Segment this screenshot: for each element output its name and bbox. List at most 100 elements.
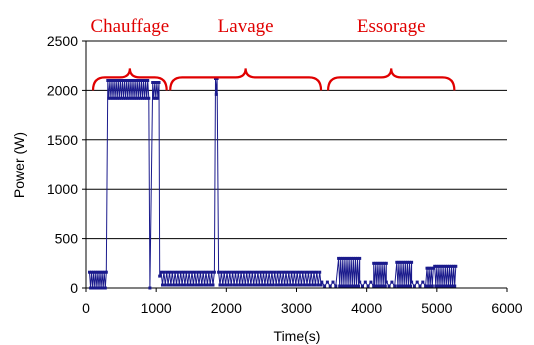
x-tick-label-5000: 5000 xyxy=(421,300,452,316)
data-point xyxy=(309,270,313,274)
data-point xyxy=(198,270,202,274)
data-point xyxy=(342,284,346,288)
data-point xyxy=(91,286,95,290)
data-point xyxy=(127,79,131,82)
series-power xyxy=(88,77,458,290)
data-point xyxy=(103,286,107,290)
data-point xyxy=(95,286,99,290)
data-point xyxy=(129,79,133,82)
data-point xyxy=(349,256,353,260)
data-point xyxy=(274,283,278,287)
data-point xyxy=(176,270,180,274)
data-point xyxy=(313,283,317,287)
data-point xyxy=(443,264,447,268)
data-point xyxy=(429,266,433,270)
data-point xyxy=(351,256,355,260)
data-point xyxy=(291,283,295,287)
data-point xyxy=(122,96,125,100)
data-point xyxy=(148,286,152,290)
data-point xyxy=(114,79,118,82)
data-point xyxy=(323,284,327,288)
data-point xyxy=(328,284,332,288)
data-point xyxy=(396,284,400,288)
data-point xyxy=(142,79,145,82)
data-point xyxy=(383,284,387,288)
data-point xyxy=(252,283,256,287)
data-point xyxy=(197,283,201,287)
data-point xyxy=(217,270,221,274)
data-point xyxy=(281,270,285,274)
data-point xyxy=(294,283,298,287)
data-point xyxy=(377,284,381,288)
data-point xyxy=(350,284,354,288)
data-point xyxy=(170,270,174,274)
x-axis-title: Time(s) xyxy=(274,328,321,344)
data-point xyxy=(134,96,138,100)
data-point xyxy=(200,283,204,287)
data-point xyxy=(380,261,384,265)
data-point xyxy=(205,283,209,287)
data-point xyxy=(93,286,97,290)
data-point xyxy=(306,270,310,274)
x-tick-label-3000: 3000 xyxy=(281,300,312,316)
data-point xyxy=(100,270,104,274)
data-point xyxy=(214,92,218,96)
data-point xyxy=(255,283,258,287)
data-point xyxy=(241,283,244,287)
data-point xyxy=(90,270,94,274)
data-point xyxy=(340,284,344,288)
data-point xyxy=(136,96,140,100)
data-point xyxy=(319,283,323,287)
data-point xyxy=(331,280,335,284)
data-point xyxy=(270,270,274,274)
data-point xyxy=(125,79,129,82)
y-tick-label-2500: 2500 xyxy=(47,33,78,49)
data-point xyxy=(102,270,106,274)
data-point xyxy=(190,270,194,274)
data-point xyxy=(173,270,177,274)
data-point xyxy=(347,256,351,260)
data-point xyxy=(228,270,232,274)
data-point xyxy=(108,79,112,82)
data-point xyxy=(295,270,299,274)
data-point xyxy=(381,284,385,288)
data-point xyxy=(421,280,425,284)
data-point xyxy=(311,283,315,287)
data-point xyxy=(301,270,305,274)
phase-label-1: Lavage xyxy=(218,16,274,37)
data-point xyxy=(128,96,132,100)
data-point xyxy=(266,283,270,287)
data-point xyxy=(98,270,102,274)
data-point xyxy=(382,261,386,265)
data-point xyxy=(124,96,128,100)
data-point xyxy=(97,286,101,290)
data-point xyxy=(412,284,416,288)
data-point xyxy=(395,260,399,264)
data-point xyxy=(433,264,437,268)
phase-bracket-0 xyxy=(91,68,168,91)
data-point xyxy=(126,96,130,100)
data-point xyxy=(269,283,272,287)
data-point xyxy=(248,270,251,274)
data-point xyxy=(390,280,394,284)
data-point xyxy=(363,280,367,284)
data-point xyxy=(374,261,378,265)
x-tick-label-6000: 6000 xyxy=(491,300,522,316)
data-point xyxy=(194,283,198,287)
data-point xyxy=(450,264,454,268)
data-point xyxy=(186,283,190,287)
data-point xyxy=(397,260,401,264)
data-point xyxy=(249,283,253,287)
data-point xyxy=(453,284,457,288)
data-point xyxy=(89,286,93,290)
axes: 0 500 1000 1500 2000 2500 0 1000 2000 3000 4000 500… xyxy=(47,33,523,316)
data-point xyxy=(337,256,341,260)
data-point xyxy=(204,270,208,274)
data-point xyxy=(449,284,452,288)
data-point xyxy=(180,283,184,287)
data-point xyxy=(225,270,229,274)
data-point xyxy=(401,260,405,264)
data-point xyxy=(454,264,458,268)
data-point xyxy=(410,280,414,284)
data-point xyxy=(436,284,440,288)
